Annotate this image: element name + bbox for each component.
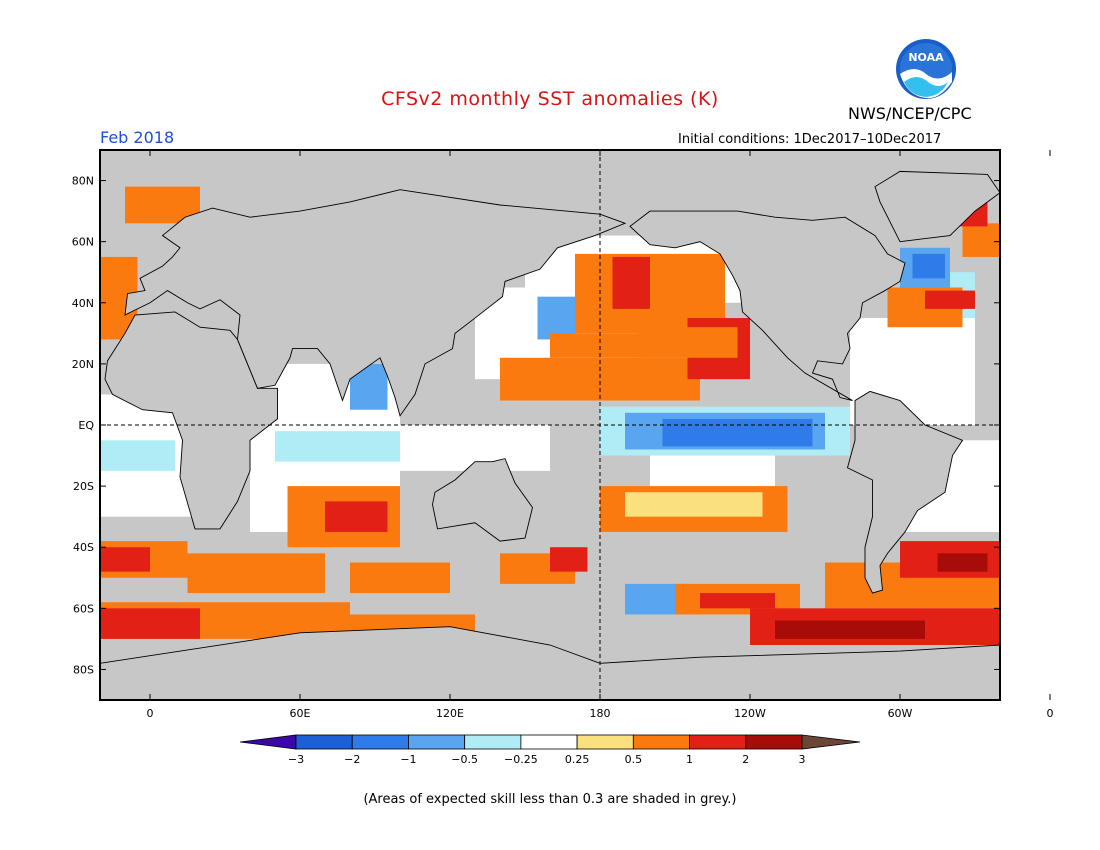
anomaly-patch — [662, 418, 813, 447]
anomaly-patch — [962, 223, 1000, 257]
colorbar-label: 0.25 — [565, 753, 590, 766]
colorbar-label: −3 — [288, 753, 304, 766]
x-tick-label: 0 — [1047, 707, 1054, 720]
forecast-month: Feb 2018 — [100, 128, 175, 147]
y-tick-label: 80S — [73, 663, 94, 676]
y-tick-label: 80N — [72, 175, 94, 188]
colorbar-label: 1 — [686, 753, 693, 766]
y-tick-label: 40N — [72, 297, 94, 310]
anomaly-patch — [912, 253, 945, 279]
x-tick-label: 60E — [290, 707, 311, 720]
anomaly-patch — [625, 492, 763, 517]
colorbar-label: −0.25 — [504, 753, 538, 766]
colorbar-max-arrow — [801, 734, 861, 750]
agency-label: NWS/NCEP/CPC — [848, 104, 972, 123]
anomaly-patch — [275, 431, 400, 462]
colorbar-swatch — [632, 734, 690, 750]
anomaly-patch — [925, 290, 975, 309]
x-tick-label: 120W — [734, 707, 766, 720]
colorbar-swatch — [295, 734, 353, 750]
continent — [432, 458, 533, 542]
y-tick-label: 20N — [72, 358, 94, 371]
map-title: CFSv2 monthly SST anomalies (K) — [381, 88, 719, 110]
anomaly-patch — [637, 327, 738, 358]
anomaly-patch — [550, 547, 588, 572]
anomaly-patch — [500, 357, 700, 401]
continent — [629, 210, 906, 401]
initial-conditions: Initial conditions: 1Dec2017–10Dec2017 — [678, 132, 942, 147]
anomaly-patch — [612, 256, 650, 309]
anomaly-patch — [700, 593, 775, 609]
continent — [124, 189, 627, 417]
y-tick-label: EQ — [78, 419, 94, 432]
noaa-logo: NOAA — [896, 39, 956, 99]
colorbar-label: −0.5 — [451, 753, 478, 766]
x-tick-label: 120E — [436, 707, 464, 720]
colorbar-label: 0.5 — [625, 753, 643, 766]
anomaly-patch — [537, 296, 575, 340]
colorbar-swatch — [351, 734, 409, 750]
colorbar-label: 2 — [742, 753, 749, 766]
anomaly-patch — [350, 562, 450, 594]
noaa-logo-text: NOAA — [908, 51, 944, 64]
x-tick-label: 0 — [147, 707, 154, 720]
anomaly-patch — [775, 620, 925, 639]
anomaly-patch — [187, 553, 325, 594]
y-tick-label: 20S — [73, 480, 94, 493]
anomaly-patch — [100, 547, 150, 572]
colorbar-label: −2 — [344, 753, 360, 766]
y-tick-label: 40S — [73, 541, 94, 554]
y-tick-label: 60N — [72, 236, 94, 249]
anomaly-patch — [100, 608, 200, 639]
x-tick-label: 180 — [590, 707, 611, 720]
colorbar-swatch — [464, 734, 522, 750]
skill-footnote: (Areas of expected skill less than 0.3 a… — [363, 792, 737, 807]
x-tick-label: 60W — [888, 707, 913, 720]
continent — [874, 170, 1001, 243]
colorbar-swatch — [689, 734, 747, 750]
y-tick-label: 60S — [73, 602, 94, 615]
anomaly-patch — [937, 553, 988, 572]
continent — [104, 311, 278, 530]
colorbar-swatch — [408, 734, 466, 750]
anomaly-patch — [325, 501, 388, 532]
colorbar-swatch — [520, 734, 578, 750]
map-axes: 80N 60N 40N 20N EQ 20S 40S 60S 80S 0 60E 120E 180 120… — [72, 149, 1054, 720]
colorbar-swatch — [576, 734, 634, 750]
continent — [846, 390, 964, 594]
colorbar-label: −1 — [400, 753, 416, 766]
colorbar-min-arrow — [239, 734, 297, 750]
colorbar-label: 3 — [799, 753, 806, 766]
anomaly-patch — [100, 440, 175, 471]
colorbar-swatch — [745, 734, 803, 750]
